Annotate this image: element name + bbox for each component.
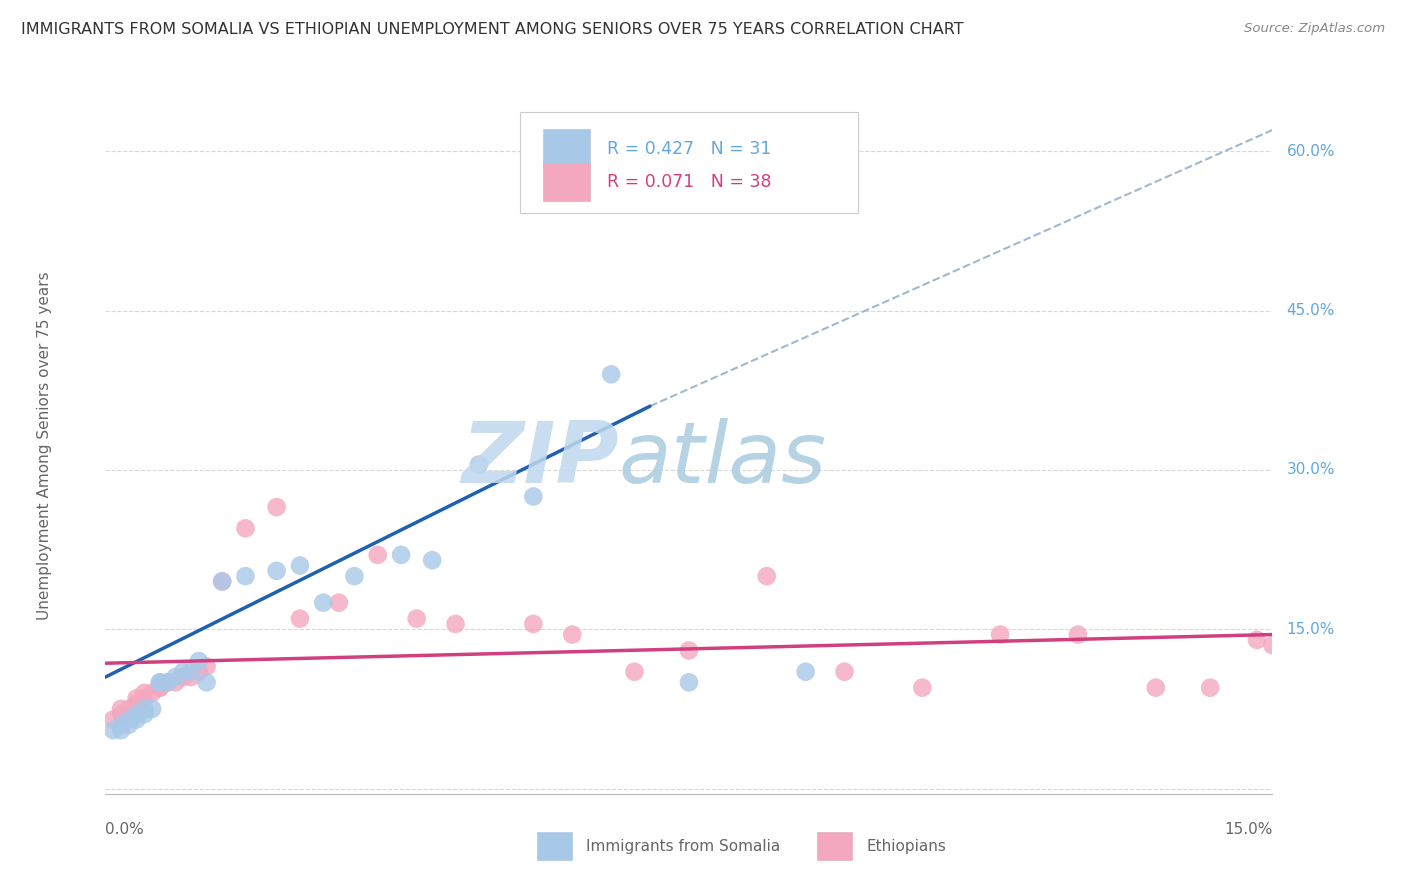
Point <box>118 713 141 727</box>
Point <box>678 675 700 690</box>
Point <box>125 691 148 706</box>
Point <box>328 596 350 610</box>
Point <box>103 723 125 738</box>
Point <box>149 681 172 695</box>
Point <box>235 569 257 583</box>
Text: 30.0%: 30.0% <box>1286 462 1334 477</box>
FancyBboxPatch shape <box>543 163 589 201</box>
Point <box>1261 638 1284 652</box>
Point <box>134 691 156 706</box>
Point <box>141 702 163 716</box>
FancyBboxPatch shape <box>817 832 852 860</box>
Point <box>180 670 202 684</box>
Point <box>110 723 132 738</box>
Point <box>211 574 233 589</box>
Point <box>343 569 366 583</box>
Point <box>389 548 412 562</box>
Point <box>235 521 257 535</box>
Point <box>1199 681 1222 695</box>
Point <box>165 670 187 684</box>
Point <box>134 686 156 700</box>
Point <box>600 368 623 382</box>
Text: Immigrants from Somalia: Immigrants from Somalia <box>586 838 780 854</box>
Point <box>834 665 856 679</box>
Point <box>1144 681 1167 695</box>
Point <box>172 670 194 684</box>
Point <box>110 718 132 732</box>
Point <box>561 627 583 641</box>
FancyBboxPatch shape <box>520 112 858 213</box>
Point <box>1067 627 1090 641</box>
Text: 0.0%: 0.0% <box>105 822 145 837</box>
Point <box>288 558 311 573</box>
Point <box>156 675 179 690</box>
Point <box>911 681 934 695</box>
Point <box>266 500 288 514</box>
Text: R = 0.427   N = 31: R = 0.427 N = 31 <box>607 139 772 158</box>
Point <box>149 675 172 690</box>
Point <box>468 458 491 472</box>
Point <box>444 616 467 631</box>
Point <box>156 675 179 690</box>
Point <box>110 702 132 716</box>
Point <box>187 665 209 679</box>
Point <box>623 665 645 679</box>
Point <box>195 659 218 673</box>
Point <box>794 665 817 679</box>
Text: 45.0%: 45.0% <box>1286 303 1334 318</box>
FancyBboxPatch shape <box>543 129 589 168</box>
Point <box>195 675 218 690</box>
Point <box>125 713 148 727</box>
Point <box>312 596 335 610</box>
FancyBboxPatch shape <box>537 832 572 860</box>
Point <box>125 707 148 722</box>
Point <box>988 627 1011 641</box>
Text: ZIP: ZIP <box>461 418 619 501</box>
Point <box>172 665 194 679</box>
Point <box>1246 632 1268 647</box>
Point <box>405 612 427 626</box>
Point <box>180 665 202 679</box>
Text: R = 0.071   N = 38: R = 0.071 N = 38 <box>607 173 772 191</box>
Text: atlas: atlas <box>619 418 827 501</box>
Point <box>187 654 209 668</box>
Point <box>288 612 311 626</box>
Point <box>420 553 443 567</box>
Text: 15.0%: 15.0% <box>1225 822 1272 837</box>
Point <box>755 569 778 583</box>
Text: 15.0%: 15.0% <box>1286 622 1334 637</box>
Point <box>103 713 125 727</box>
Point <box>141 686 163 700</box>
Point <box>110 707 132 722</box>
Text: Ethiopians: Ethiopians <box>866 838 946 854</box>
Point <box>678 643 700 657</box>
Point <box>211 574 233 589</box>
Point <box>367 548 389 562</box>
Text: 60.0%: 60.0% <box>1286 144 1334 159</box>
Point <box>134 707 156 722</box>
Text: IMMIGRANTS FROM SOMALIA VS ETHIOPIAN UNEMPLOYMENT AMONG SENIORS OVER 75 YEARS CO: IMMIGRANTS FROM SOMALIA VS ETHIOPIAN UNE… <box>21 22 963 37</box>
Point <box>522 616 544 631</box>
Point <box>149 681 172 695</box>
Point <box>522 490 544 504</box>
Point <box>149 675 172 690</box>
Point <box>118 702 141 716</box>
Text: Unemployment Among Seniors over 75 years: Unemployment Among Seniors over 75 years <box>38 272 52 620</box>
Point <box>134 702 156 716</box>
Point <box>125 697 148 711</box>
Point <box>266 564 288 578</box>
Point <box>165 675 187 690</box>
Point <box>118 718 141 732</box>
Text: Source: ZipAtlas.com: Source: ZipAtlas.com <box>1244 22 1385 36</box>
